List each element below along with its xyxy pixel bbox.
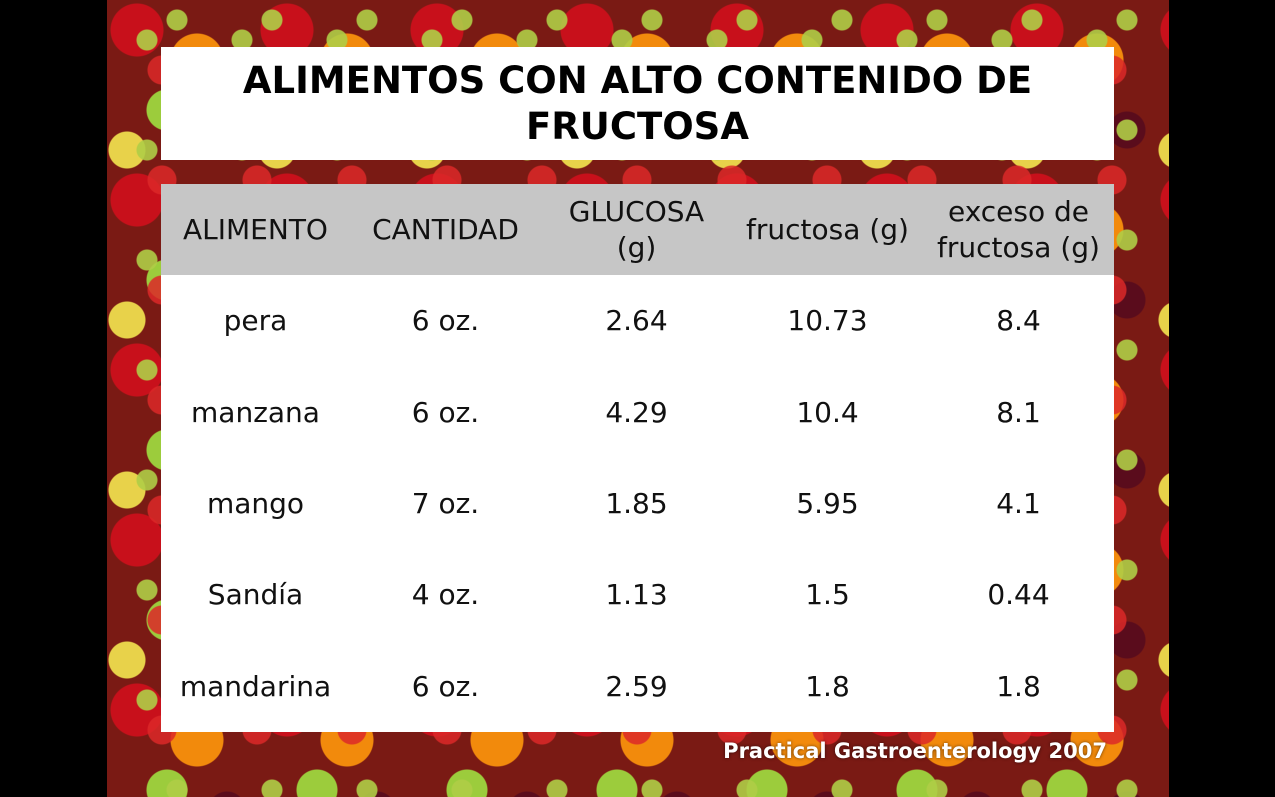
cell-glucosa: 2.59 xyxy=(605,669,668,703)
cell-exceso: 8.4 xyxy=(996,304,1041,338)
cell-cantidad: 6 oz. xyxy=(411,669,480,703)
title-box: ALIMENTOS CON ALTO CONTENIDO DE FRUCTOSA xyxy=(161,47,1114,160)
slide-title: ALIMENTOS CON ALTO CONTENIDO DE FRUCTOSA xyxy=(242,58,1033,148)
cell-alimento: manzana xyxy=(191,395,320,429)
cell-exceso: 8.1 xyxy=(996,395,1041,429)
cell-cantidad: 4 oz. xyxy=(411,578,480,612)
table-row: mango 7 oz. 1.85 5.95 4.1 xyxy=(161,458,1114,549)
header-alimento: ALIMENTO xyxy=(183,212,328,246)
cell-cantidad: 6 oz. xyxy=(411,304,480,338)
table-row: pera 6 oz. 2.64 10.73 8.4 xyxy=(161,275,1114,366)
cell-glucosa: 1.13 xyxy=(605,578,668,612)
cell-fructosa: 10.73 xyxy=(787,304,868,338)
fructose-table: ALIMENTO CANTIDAD GLUCOSA (g) fructosa (… xyxy=(161,184,1114,732)
cell-fructosa: 10.4 xyxy=(796,395,859,429)
cell-fructosa: 5.95 xyxy=(796,486,859,520)
cell-exceso: 0.44 xyxy=(987,578,1050,612)
table-header-row: ALIMENTO CANTIDAD GLUCOSA (g) fructosa (… xyxy=(161,184,1114,275)
fructose-table-container: ALIMENTO CANTIDAD GLUCOSA (g) fructosa (… xyxy=(161,184,1114,732)
cell-glucosa: 2.64 xyxy=(605,304,668,338)
header-glucosa: GLUCOSA (g) xyxy=(568,194,705,264)
cell-alimento: mango xyxy=(206,486,305,520)
cell-fructosa: 1.8 xyxy=(805,669,850,703)
header-fructosa: fructosa (g) xyxy=(746,212,909,246)
cell-fructosa: 1.5 xyxy=(805,578,850,612)
cell-alimento: pera xyxy=(223,304,288,338)
cell-cantidad: 7 oz. xyxy=(411,486,480,520)
cell-glucosa: 4.29 xyxy=(605,395,668,429)
cell-cantidad: 6 oz. xyxy=(411,395,480,429)
table-row: manzana 6 oz. 4.29 10.4 8.1 xyxy=(161,366,1114,457)
cell-alimento: mandarina xyxy=(179,669,332,703)
cell-exceso: 4.1 xyxy=(996,486,1041,520)
source-credit: Practical Gastroenterology 2007 xyxy=(723,739,1107,763)
cell-exceso: 1.8 xyxy=(996,669,1041,703)
header-cantidad: CANTIDAD xyxy=(372,212,519,246)
header-exceso-fructosa: exceso de fructosa (g) xyxy=(937,194,1100,264)
slide-background-fruit: ALIMENTOS CON ALTO CONTENIDO DE FRUCTOSA… xyxy=(107,0,1169,797)
cell-glucosa: 1.85 xyxy=(605,486,668,520)
table-row: mandarina 6 oz. 2.59 1.8 1.8 xyxy=(161,641,1114,732)
table-row: Sandía 4 oz. 1.13 1.5 0.44 xyxy=(161,549,1114,640)
cell-alimento: Sandía xyxy=(207,578,304,612)
